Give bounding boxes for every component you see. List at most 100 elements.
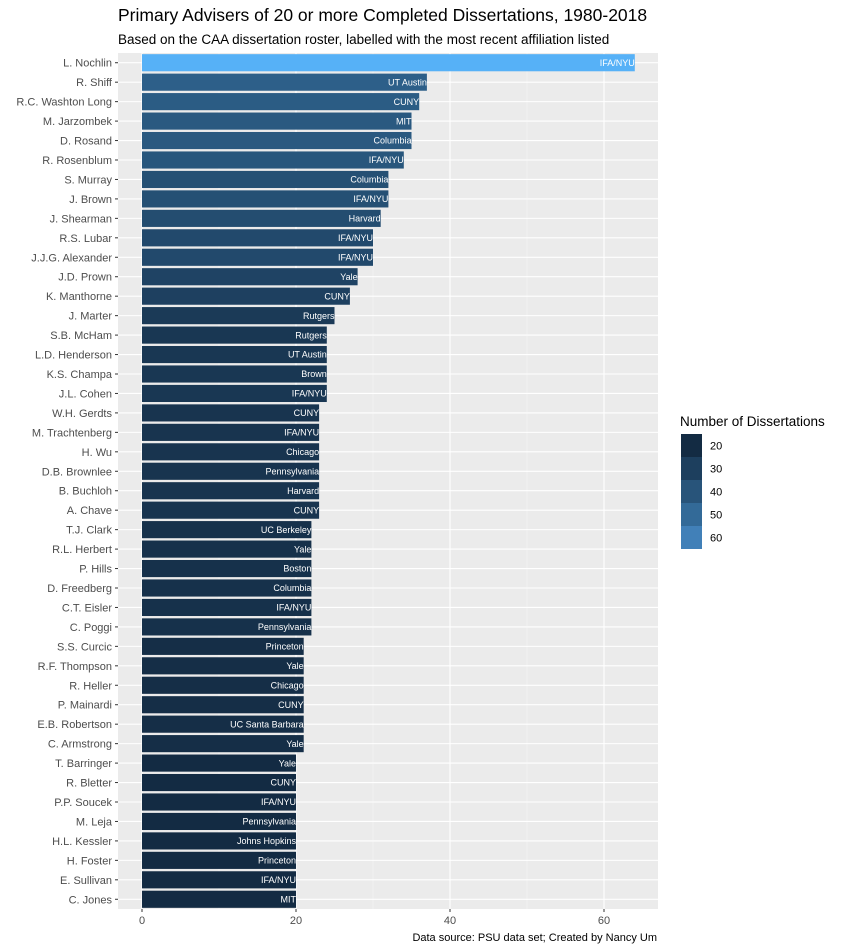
bar-label: Chicago [271,680,304,690]
chart-title: Primary Advisers of 20 or more Completed… [118,5,647,25]
bar [142,890,296,908]
y-tick-label: H. Foster [67,855,113,867]
y-tick-label: R. Rosenblum [42,155,112,167]
bar-label: IFA/NYU [369,155,404,165]
legend-key [681,480,702,503]
y-tick-label: E. Sullivan [60,875,112,887]
y-tick-label: M. Trachtenberg [32,427,112,439]
legend-key [681,503,702,526]
x-tick-label: 60 [598,915,610,927]
y-tick-label: J. Brown [69,194,112,206]
y-tick-label: J.L. Cohen [59,388,112,400]
bar-label: IFA/NYU [261,797,296,807]
y-tick-label: R.F. Thompson [38,661,112,673]
bar [142,851,296,869]
y-tick-label: A. Chave [67,505,112,517]
bar-label: Yale [286,661,303,671]
bar [142,287,350,305]
bar-label: Yale [286,739,303,749]
y-tick-label: C. Armstrong [48,739,112,751]
bar [142,657,304,675]
legend-key [681,434,702,457]
y-tick-label: M. Jarzombek [43,116,113,128]
bar [142,715,304,733]
bar [142,404,320,422]
bar-label: Yale [279,758,296,768]
bar [142,307,335,325]
bar-label: Rutgers [295,330,327,340]
y-tick-label: D. Freedberg [47,583,112,595]
y-tick-label: P. Mainardi [58,700,112,712]
bar [142,443,320,461]
y-tick-label: K.S. Champa [47,369,113,381]
bar-label: Princeton [266,642,304,652]
bar [142,618,312,636]
bars: IFA/NYU UT Austin CUNY MIT Columbia IFA/NYU Co… [142,54,635,908]
bar-label: CUNY [270,778,296,788]
bar [142,462,320,480]
y-tick-label: R.L. Herbert [52,544,112,556]
y-tick-label: M. Leja [76,816,113,828]
bar-label: CUNY [294,505,320,515]
y-tick-label: S.B. McHam [50,330,112,342]
y-tick-label: W.H. Gerdts [52,408,112,420]
y-tick-label: J.J.G. Alexander [31,252,112,264]
legend: Number of Dissertations 20 30 40 50 60 [680,414,825,549]
bar-label: CUNY [294,408,320,418]
y-tick-label: S.S. Curcic [57,641,113,653]
bar [142,190,389,208]
legend-key [681,457,702,480]
y-tick-label: R.C. Washton Long [16,97,112,109]
bar [142,540,312,558]
y-tick-label: C. Poggi [70,622,112,634]
bar-label: Harvard [287,486,319,496]
bar [142,754,296,772]
bar-label: Pennsylvania [266,466,320,476]
y-tick-label: P. Hills [79,564,112,576]
x-tick-label: 20 [290,915,302,927]
y-tick-label: R. Heller [69,680,112,692]
y-tick-label: D. Rosand [60,136,112,148]
bar [142,170,389,189]
bar [142,151,404,169]
bar [142,773,296,792]
y-tick-label: J.D. Prown [58,272,112,284]
y-tick-label: K. Manthorne [46,291,112,303]
y-tick-label: R. Bletter [66,778,112,790]
bar [142,93,420,111]
bar [142,676,304,694]
bar [142,326,327,344]
legend-label: 20 [710,441,722,453]
bar [142,248,373,266]
bar [142,268,358,286]
bar-label: UT Austin [388,77,427,87]
bar [142,482,320,500]
legend-label: 60 [710,533,722,545]
bar [142,365,327,383]
bar [142,598,312,617]
bar [142,637,304,655]
bar-label: Columbia [373,136,411,146]
chart-subtitle: Based on the CAA dissertation roster, la… [118,32,609,47]
bar [142,501,320,519]
legend-label: 40 [710,487,722,499]
bar-label: Chicago [286,447,319,457]
y-tick-label: T. Barringer [55,758,112,770]
bar-label: Harvard [349,214,381,224]
bar-label: IFA/NYU [600,58,635,68]
bar-label: Rutgers [303,311,335,321]
y-axis: L. Nochlin R. Shiff R.C. Washton Long M. Ja… [16,58,118,906]
bar [142,229,373,247]
bar-label: IFA/NYU [338,252,373,262]
y-tick-label: J. Shearman [50,213,112,225]
legend-label: 30 [710,464,722,476]
bar-label: CUNY [394,97,420,107]
y-tick-label: P.P. Soucek [54,797,112,809]
bar-label: IFA/NYU [276,603,311,613]
bar [142,521,312,539]
y-tick-label: C.T. Eisler [62,602,112,614]
y-tick-label: S. Murray [64,174,112,186]
legend-title: Number of Dissertations [680,414,825,429]
x-tick-label: 40 [444,915,456,927]
